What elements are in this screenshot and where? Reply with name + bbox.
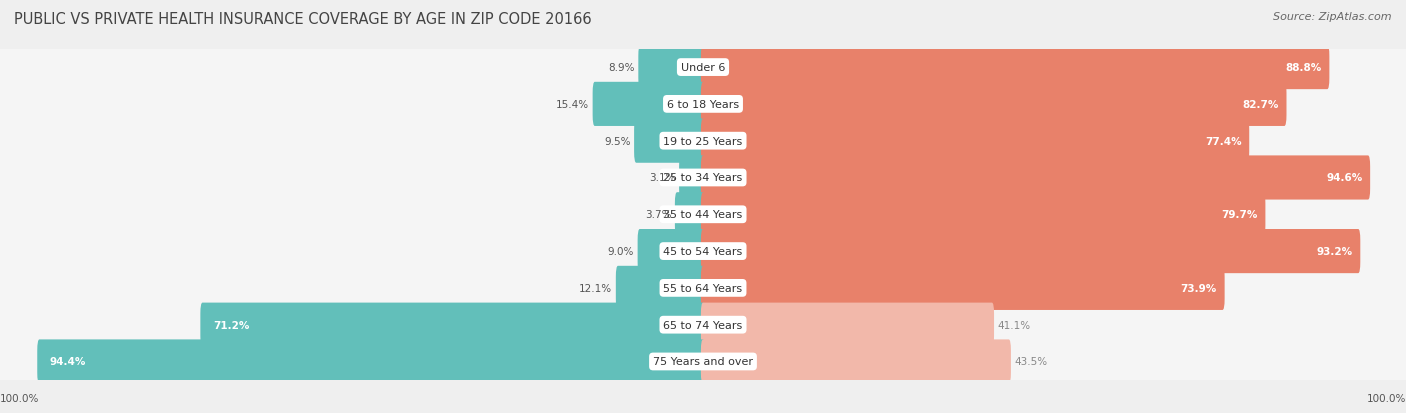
Text: 3.1%: 3.1% bbox=[650, 173, 676, 183]
Text: 25 to 34 Years: 25 to 34 Years bbox=[664, 173, 742, 183]
Text: 55 to 64 Years: 55 to 64 Years bbox=[664, 283, 742, 293]
FancyBboxPatch shape bbox=[0, 190, 1406, 240]
Text: 75 Years and over: 75 Years and over bbox=[652, 356, 754, 367]
FancyBboxPatch shape bbox=[37, 339, 706, 384]
FancyBboxPatch shape bbox=[702, 83, 1286, 127]
Text: 93.2%: 93.2% bbox=[1316, 247, 1353, 256]
FancyBboxPatch shape bbox=[634, 119, 706, 164]
FancyBboxPatch shape bbox=[0, 153, 1406, 203]
Text: PUBLIC VS PRIVATE HEALTH INSURANCE COVERAGE BY AGE IN ZIP CODE 20166: PUBLIC VS PRIVATE HEALTH INSURANCE COVER… bbox=[14, 12, 592, 27]
FancyBboxPatch shape bbox=[616, 266, 706, 310]
FancyBboxPatch shape bbox=[0, 300, 1406, 350]
Text: 100.0%: 100.0% bbox=[1367, 393, 1406, 403]
Text: 79.7%: 79.7% bbox=[1222, 210, 1257, 220]
Text: Source: ZipAtlas.com: Source: ZipAtlas.com bbox=[1274, 12, 1392, 22]
FancyBboxPatch shape bbox=[638, 46, 706, 90]
Text: 65 to 74 Years: 65 to 74 Years bbox=[664, 320, 742, 330]
Text: 77.4%: 77.4% bbox=[1205, 136, 1241, 146]
Text: 43.5%: 43.5% bbox=[1015, 356, 1047, 367]
FancyBboxPatch shape bbox=[702, 303, 994, 347]
Text: 8.9%: 8.9% bbox=[609, 63, 636, 73]
Text: 94.4%: 94.4% bbox=[49, 356, 86, 367]
Text: 9.0%: 9.0% bbox=[607, 247, 634, 256]
FancyBboxPatch shape bbox=[593, 83, 706, 127]
FancyBboxPatch shape bbox=[638, 230, 706, 273]
FancyBboxPatch shape bbox=[679, 156, 706, 200]
FancyBboxPatch shape bbox=[0, 263, 1406, 313]
FancyBboxPatch shape bbox=[0, 43, 1406, 93]
FancyBboxPatch shape bbox=[0, 337, 1406, 387]
Text: 12.1%: 12.1% bbox=[579, 283, 613, 293]
Text: 35 to 44 Years: 35 to 44 Years bbox=[664, 210, 742, 220]
FancyBboxPatch shape bbox=[702, 156, 1369, 200]
Text: 19 to 25 Years: 19 to 25 Years bbox=[664, 136, 742, 146]
FancyBboxPatch shape bbox=[702, 193, 1265, 237]
Text: 88.8%: 88.8% bbox=[1285, 63, 1322, 73]
Text: 3.7%: 3.7% bbox=[645, 210, 672, 220]
FancyBboxPatch shape bbox=[702, 230, 1361, 273]
FancyBboxPatch shape bbox=[0, 116, 1406, 166]
Text: Under 6: Under 6 bbox=[681, 63, 725, 73]
FancyBboxPatch shape bbox=[0, 80, 1406, 130]
FancyBboxPatch shape bbox=[702, 266, 1225, 310]
Text: 15.4%: 15.4% bbox=[555, 100, 589, 109]
FancyBboxPatch shape bbox=[675, 193, 706, 237]
FancyBboxPatch shape bbox=[0, 226, 1406, 276]
Text: 82.7%: 82.7% bbox=[1243, 100, 1279, 109]
FancyBboxPatch shape bbox=[702, 46, 1330, 90]
Text: 94.6%: 94.6% bbox=[1326, 173, 1362, 183]
FancyBboxPatch shape bbox=[200, 303, 706, 347]
Text: 41.1%: 41.1% bbox=[998, 320, 1031, 330]
FancyBboxPatch shape bbox=[702, 339, 1011, 384]
Text: 9.5%: 9.5% bbox=[605, 136, 630, 146]
Text: 71.2%: 71.2% bbox=[214, 320, 249, 330]
Text: 100.0%: 100.0% bbox=[0, 393, 39, 403]
Text: 45 to 54 Years: 45 to 54 Years bbox=[664, 247, 742, 256]
Text: 73.9%: 73.9% bbox=[1181, 283, 1218, 293]
Text: 6 to 18 Years: 6 to 18 Years bbox=[666, 100, 740, 109]
FancyBboxPatch shape bbox=[702, 119, 1250, 164]
